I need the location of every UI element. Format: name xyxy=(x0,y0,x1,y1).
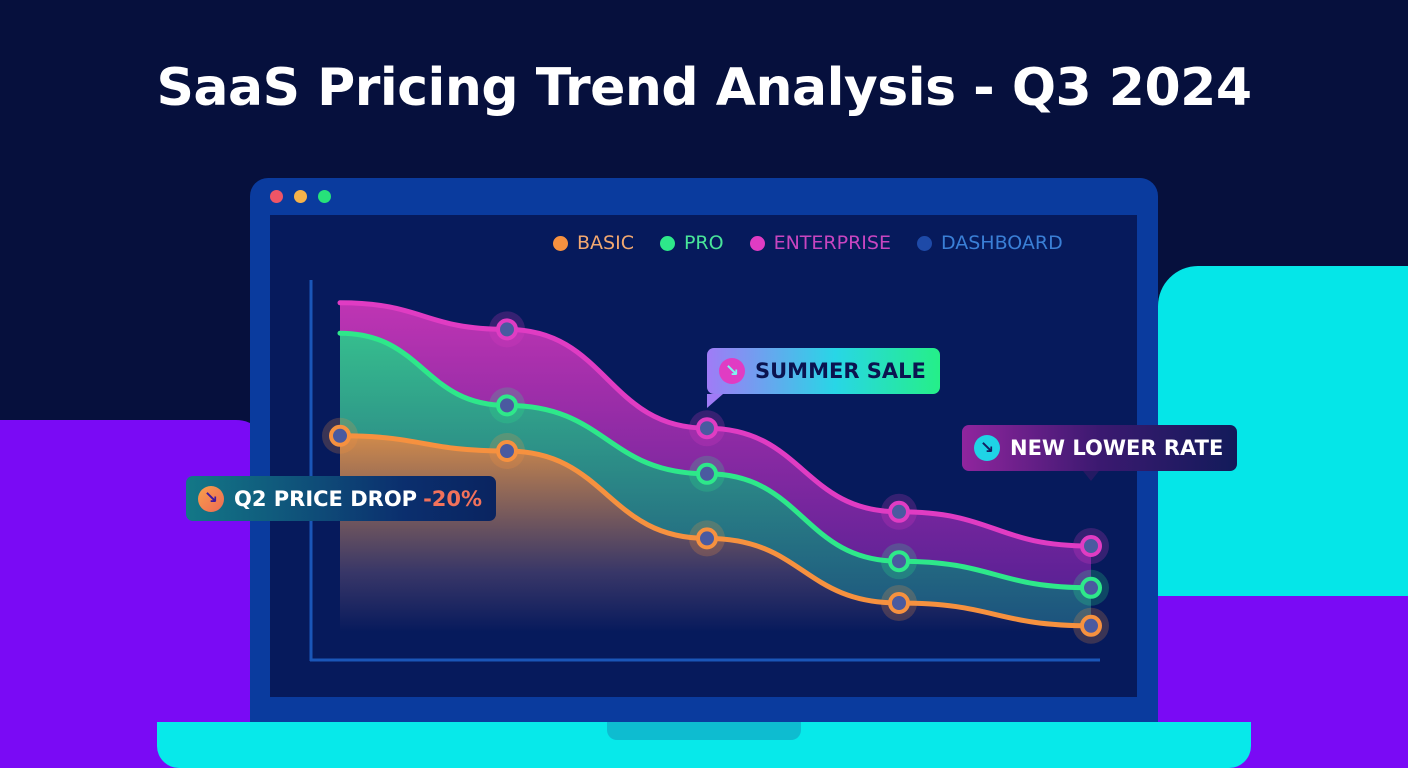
legend-item-pro[interactable]: PRO xyxy=(659,232,724,254)
minimize-dot[interactable] xyxy=(294,190,307,203)
callout-summer-sale: ↘ SUMMER SALE xyxy=(707,348,940,408)
data-point-enterprise[interactable] xyxy=(689,410,725,447)
callout-q2-price-drop: ↘ Q2 PRICE DROP -20% xyxy=(186,476,497,521)
data-point-enterprise[interactable] xyxy=(881,493,917,530)
arrow-down-right-icon: ↘ xyxy=(974,435,1000,461)
legend-item-enterprise[interactable]: ENTERPRISE xyxy=(749,232,891,254)
data-point-basic[interactable] xyxy=(1073,607,1109,644)
window-controls xyxy=(270,190,331,203)
data-point-basic[interactable] xyxy=(689,520,725,557)
callout-label: Q2 PRICE DROP xyxy=(234,486,418,511)
data-point-pro[interactable] xyxy=(881,543,917,580)
legend-item-dashboard[interactable]: DASHBOARD xyxy=(916,232,1063,254)
page-title: SaaS Pricing Trend Analysis - Q3 2024 xyxy=(156,58,1252,118)
arrow-down-right-icon: ↘ xyxy=(719,358,745,384)
data-point-enterprise[interactable] xyxy=(489,311,525,348)
legend-dot xyxy=(553,235,568,251)
callout-label: SUMMER SALE xyxy=(755,359,926,383)
legend-label: BASIC xyxy=(577,232,634,254)
laptop-notch xyxy=(607,722,801,740)
chart-legend: BASIC PRO ENTERPRISE DASHBOARD xyxy=(553,232,1063,254)
data-point-pro[interactable] xyxy=(1073,569,1109,606)
area-basic xyxy=(340,435,1091,632)
data-point-basic[interactable] xyxy=(322,417,358,454)
maximize-dot[interactable] xyxy=(318,190,331,203)
legend-dot xyxy=(916,235,932,251)
data-point-enterprise[interactable] xyxy=(1073,528,1109,564)
legend-label: ENTERPRISE xyxy=(773,232,891,254)
laptop-base xyxy=(157,722,1251,768)
data-point-pro[interactable] xyxy=(689,455,725,492)
data-point-basic[interactable] xyxy=(881,585,917,621)
callout-new-lower-rate: ↘ NEW LOWER RATE xyxy=(962,425,1238,481)
data-point-basic[interactable] xyxy=(489,433,525,469)
legend-label: PRO xyxy=(683,232,724,254)
callout-value: -20% xyxy=(423,486,483,511)
data-point-pro[interactable] xyxy=(489,387,525,424)
close-dot[interactable] xyxy=(270,190,283,203)
arrow-down-right-icon: ↘ xyxy=(198,485,224,512)
legend-item-basic[interactable]: BASIC xyxy=(553,232,634,254)
callout-label: NEW LOWER RATE xyxy=(1010,436,1224,460)
legend-dot xyxy=(749,235,765,251)
legend-label: DASHBOARD xyxy=(940,232,1063,254)
legend-dot xyxy=(659,235,675,251)
